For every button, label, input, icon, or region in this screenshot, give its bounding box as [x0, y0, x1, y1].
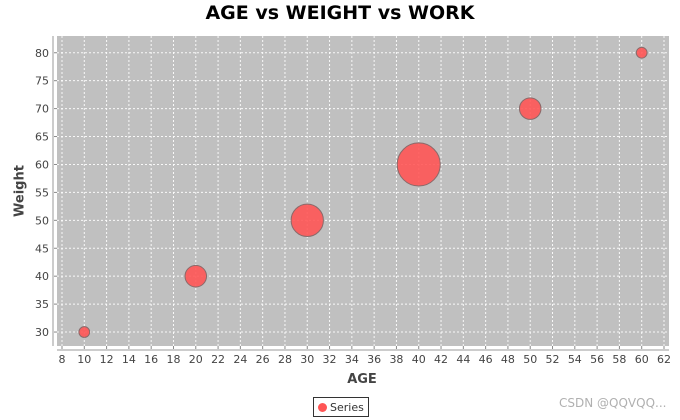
x-tick-label: 26 — [256, 353, 270, 366]
y-tick-label: 65 — [35, 131, 49, 144]
data-point — [635, 46, 648, 59]
x-tick-label: 8 — [59, 353, 66, 366]
data-point — [396, 142, 441, 187]
x-tick-label: 20 — [189, 353, 203, 366]
x-tick-label: 32 — [323, 353, 337, 366]
x-tick-label: 22 — [211, 353, 225, 366]
data-point — [290, 203, 324, 237]
y-tick-label: 80 — [35, 47, 49, 60]
y-tick-label: 40 — [35, 270, 49, 283]
x-tick-label: 44 — [456, 353, 470, 366]
y-tick-label: 75 — [35, 75, 49, 88]
y-tick-label: 35 — [35, 298, 49, 311]
y-tick-label: 50 — [35, 214, 49, 227]
x-tick-label: 12 — [100, 353, 114, 366]
x-tick-label: 18 — [166, 353, 180, 366]
x-tick-label: 14 — [122, 353, 136, 366]
plot-area — [57, 36, 669, 346]
x-tick-label: 16 — [144, 353, 158, 366]
x-tick-label: 60 — [635, 353, 649, 366]
x-tick-label: 62 — [657, 353, 671, 366]
x-tick-label: 58 — [612, 353, 626, 366]
data-point — [78, 326, 91, 338]
x-tick-label: 56 — [590, 353, 604, 366]
legend: Series — [313, 397, 369, 417]
x-axis-label: AGE — [347, 372, 377, 387]
x-tick-label: 24 — [233, 353, 247, 366]
x-tick-label: 34 — [345, 353, 359, 366]
data-point — [184, 264, 208, 288]
legend-marker — [318, 402, 327, 412]
y-tick-label: 60 — [35, 158, 49, 171]
x-tick-label: 48 — [501, 353, 515, 366]
data-point — [518, 97, 542, 120]
chart-title: AGE vs WEIGHT vs WORK — [205, 2, 475, 24]
y-tick-label: 55 — [35, 186, 49, 199]
x-tick-label: 54 — [568, 353, 582, 366]
x-tick-label: 28 — [278, 353, 292, 366]
x-tick-label: 10 — [77, 353, 91, 366]
x-tick-label: 38 — [389, 353, 403, 366]
x-tick-label: 52 — [546, 353, 560, 366]
y-tick-label: 45 — [35, 242, 49, 255]
legend-label: Series — [330, 400, 364, 414]
x-tick-label: 30 — [300, 353, 314, 366]
y-axis-label: Weight — [12, 165, 28, 217]
y-tick-label: 70 — [35, 103, 49, 116]
x-tick-label: 40 — [412, 353, 426, 366]
y-tick-label: 30 — [35, 326, 49, 339]
x-tick-label: 36 — [367, 353, 381, 366]
x-tick-label: 50 — [523, 353, 537, 366]
watermark: CSDN @QQVQQ... — [559, 396, 667, 410]
x-tick-label: 46 — [479, 353, 493, 366]
x-tick-label: 42 — [434, 353, 448, 366]
